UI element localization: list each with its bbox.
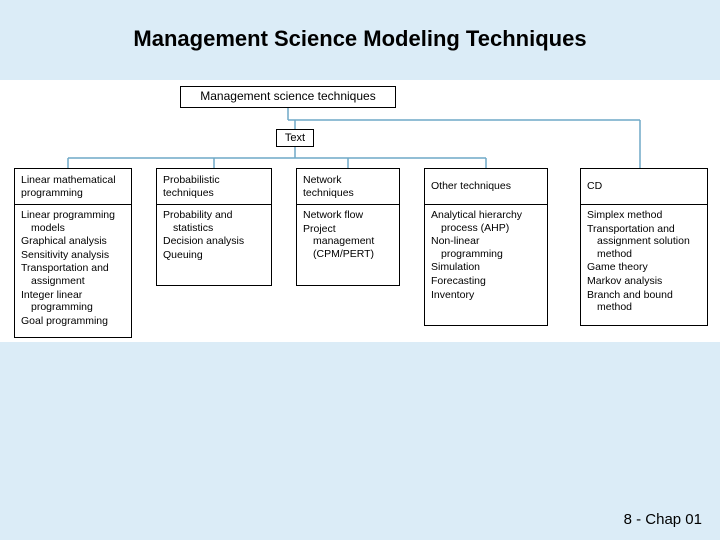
column-item: Branch and bound method [587, 289, 701, 314]
column-header: Probabilistic techniques [157, 169, 271, 205]
text-box-label: Text [285, 132, 305, 144]
column-probabilistic: Probabilistic techniquesProbability and … [156, 168, 272, 286]
column-body: Simplex methodTransportation and assignm… [581, 205, 707, 319]
slide-title: Management Science Modeling Techniques [0, 26, 720, 52]
column-item: Analytical hierarchy process (AHP) [431, 209, 541, 234]
column-header: Other techniques [425, 169, 547, 205]
column-item: Network flow [303, 209, 393, 222]
column-item: Markov analysis [587, 275, 701, 288]
column-body: Linear programming modelsGraphical analy… [15, 205, 131, 332]
column-item: Linear programming models [21, 209, 125, 234]
column-other: Other techniquesAnalytical hierarchy pro… [424, 168, 548, 326]
column-item: Non-linear programming [431, 235, 541, 260]
root-box-label: Management science techniques [200, 90, 375, 103]
column-item: Sensitivity analysis [21, 249, 125, 262]
column-item: Probability and statistics [163, 209, 265, 234]
column-item: Simplex method [587, 209, 701, 222]
text-box: Text [276, 129, 314, 147]
column-item: Inventory [431, 289, 541, 302]
column-item: Forecasting [431, 275, 541, 288]
column-item: Game theory [587, 261, 701, 274]
column-item: Decision analysis [163, 235, 265, 248]
column-network: Network techniquesNetwork flowProject ma… [296, 168, 400, 286]
slide-footer: 8 - Chap 01 [624, 511, 702, 528]
root-box: Management science techniques [180, 86, 396, 108]
column-item: Transportation and assignment [21, 262, 125, 287]
column-item: Queuing [163, 249, 265, 262]
column-item: Goal programming [21, 315, 125, 328]
column-item: Simulation [431, 261, 541, 274]
column-body: Network flowProject management (CPM/PERT… [297, 205, 399, 265]
column-item: Integer linear programming [21, 289, 125, 314]
column-cd: CDSimplex methodTransportation and assig… [580, 168, 708, 326]
column-header: Linear mathematical programming [15, 169, 131, 205]
column-item: Transportation and assignment solution m… [587, 223, 701, 261]
column-header: CD [581, 169, 707, 205]
column-header: Network techniques [297, 169, 399, 205]
column-body: Probability and statisticsDecision analy… [157, 205, 271, 266]
column-item: Project management (CPM/PERT) [303, 223, 393, 261]
column-item: Graphical analysis [21, 235, 125, 248]
column-body: Analytical hierarchy process (AHP)Non-li… [425, 205, 547, 306]
column-linear-math: Linear mathematical programmingLinear pr… [14, 168, 132, 338]
